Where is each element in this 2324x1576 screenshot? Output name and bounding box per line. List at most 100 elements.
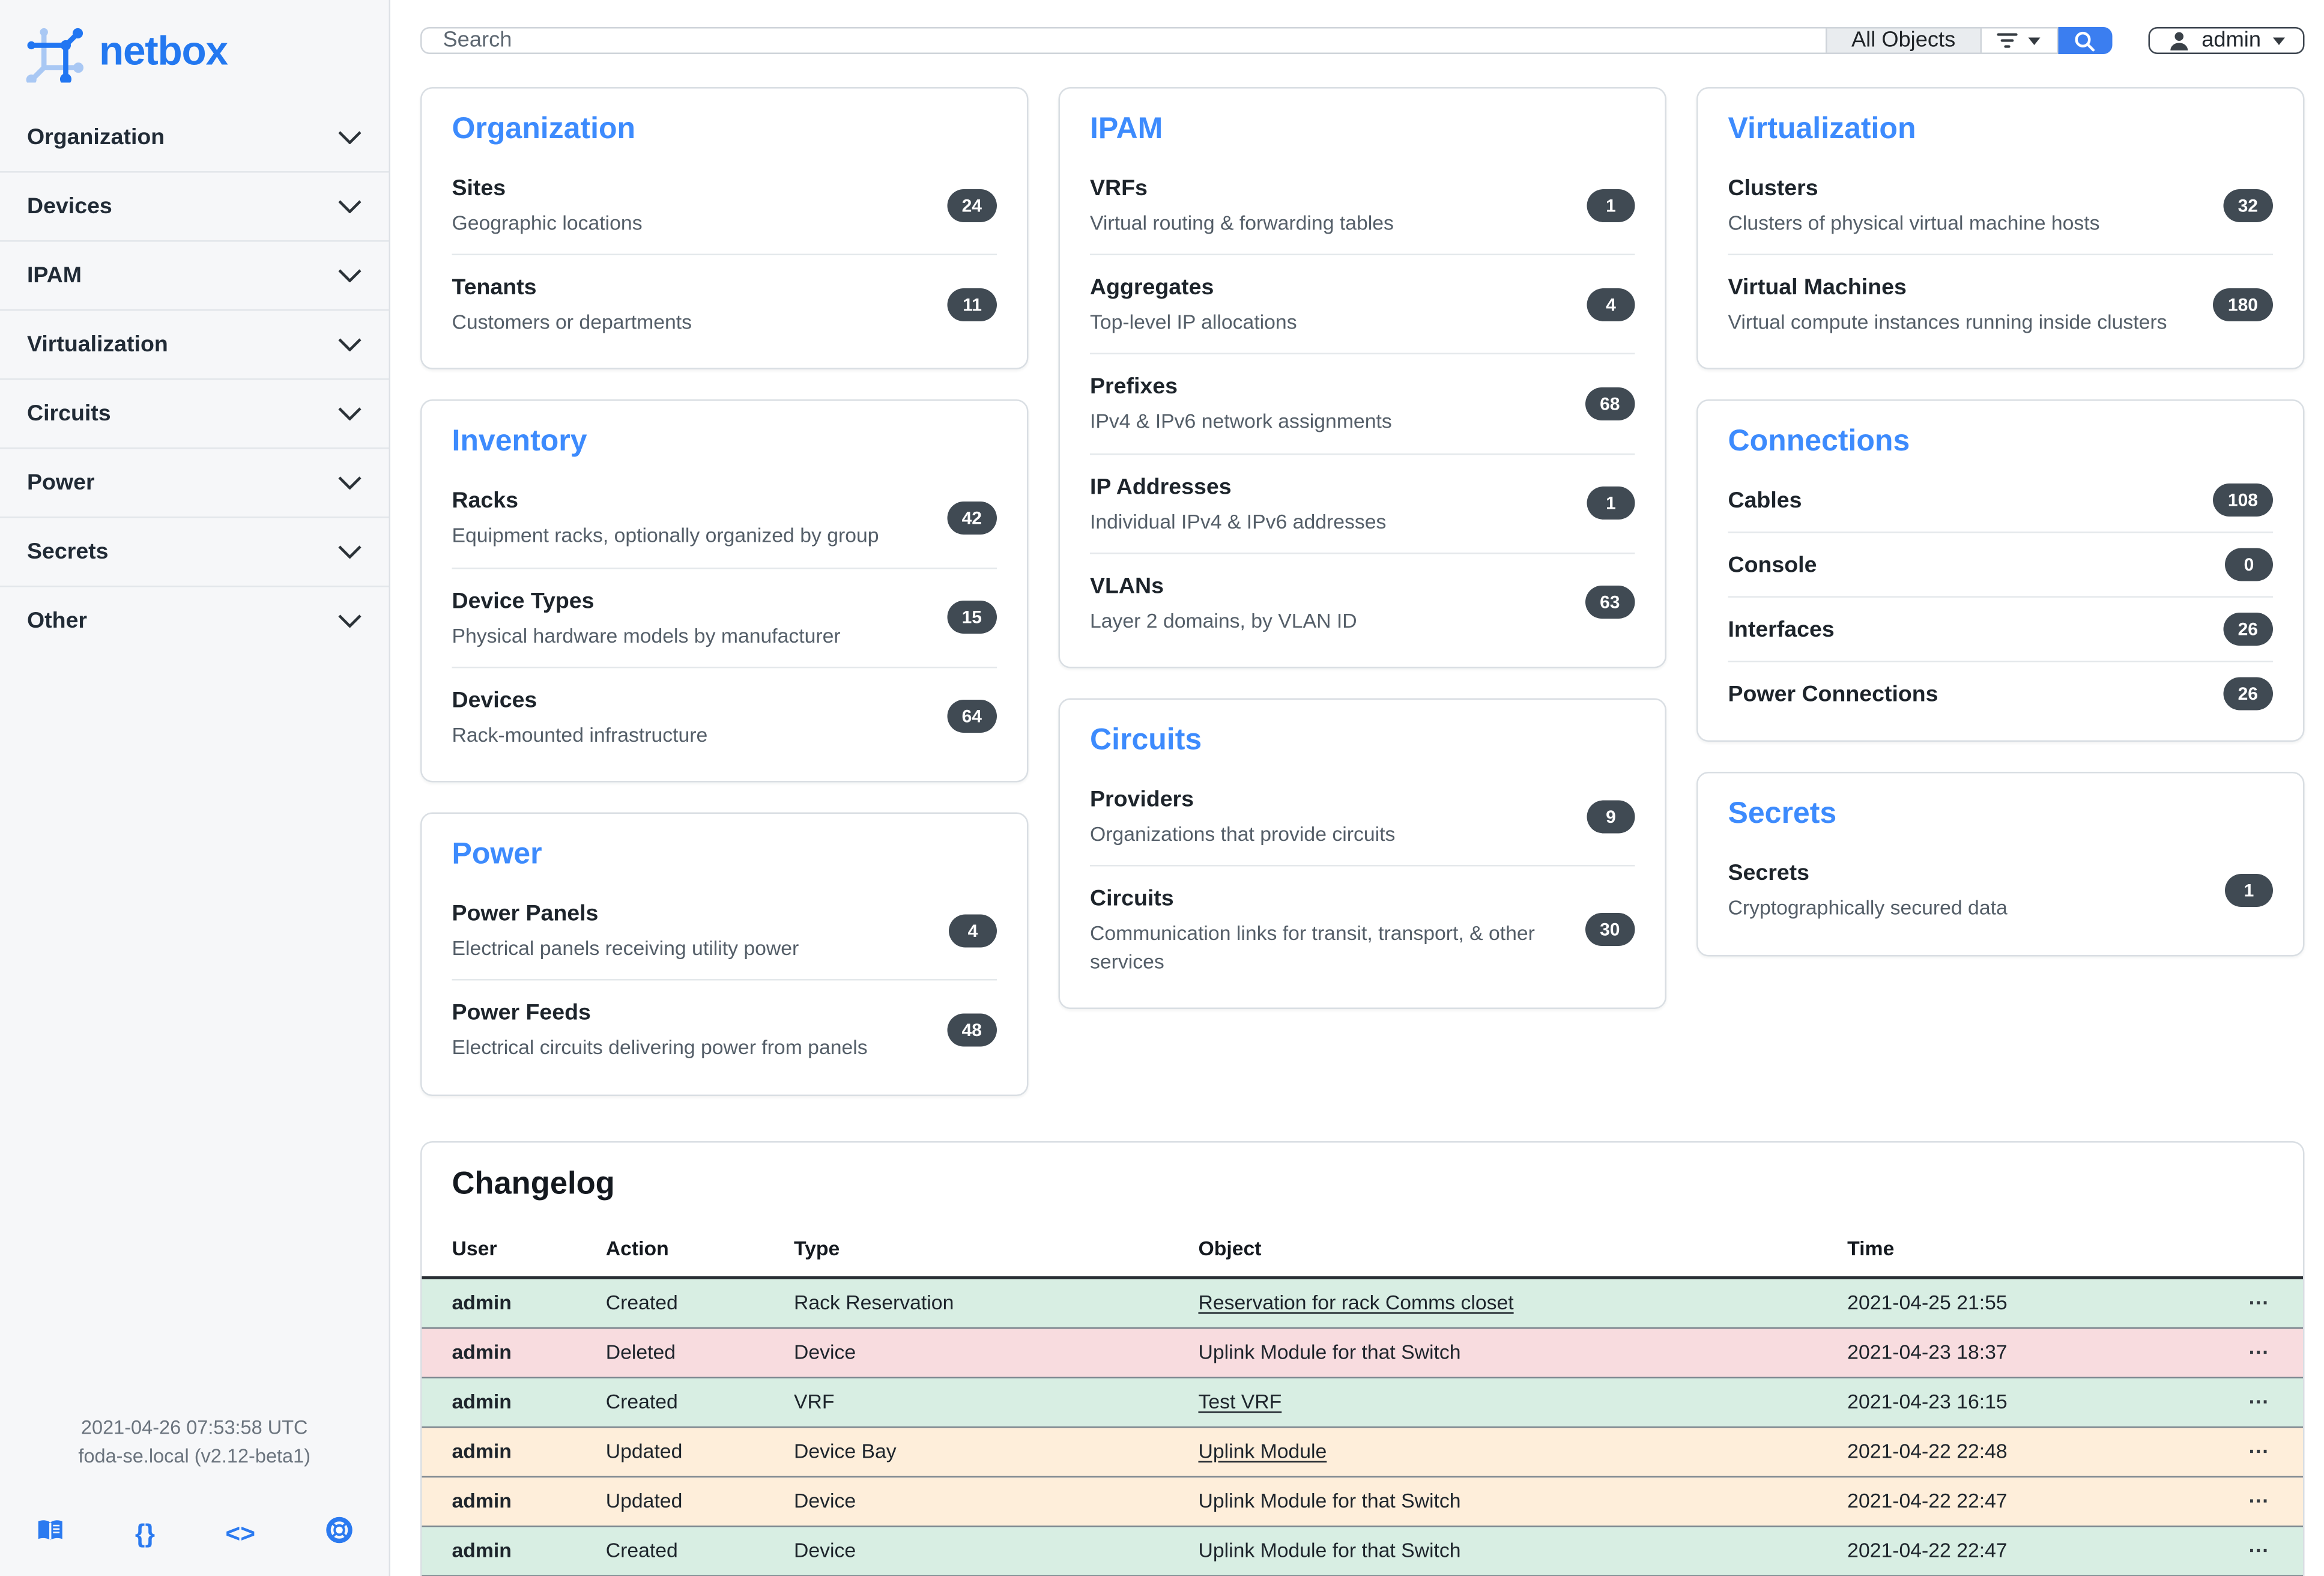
list-item-power-feeds[interactable]: Power Feeds Electrical circuits deliveri… [452,979,997,1079]
sidebar-item-virtualization[interactable]: Virtualization [0,309,389,378]
list-item-aggregates[interactable]: Aggregates Top-level IP allocations 4 [1090,254,1635,354]
sidebar-item-circuits[interactable]: Circuits [0,378,389,447]
search-filter-button[interactable] [1979,27,2058,54]
changelog-panel: Changelog User Action Type Object Time [420,1140,2305,1576]
list-item-ip-addresses[interactable]: IP Addresses Individual IPv4 & IPv6 addr… [1090,453,1635,553]
netbox-logo-icon [26,28,84,83]
cards-column-3: Virtualization Clusters Clusters of phys… [1696,87,2305,1096]
list-item-power-panels[interactable]: Power Panels Electrical panels receiving… [452,882,997,980]
list-item-virtual-machines[interactable]: Virtual Machines Virtual compute instanc… [1728,254,2273,354]
card-title: Connections [1728,425,1910,459]
chevron-down-icon [338,338,362,351]
list-item-devices[interactable]: Devices Rack-mounted infrastructure 64 [452,666,997,766]
code-icon[interactable]: <> [225,1520,256,1549]
row-menu-icon[interactable]: ⋯ [2248,1439,2270,1462]
count-badge: 9 [1587,799,1635,833]
chevron-down-icon [338,545,362,559]
list-item-cables[interactable]: Cables 108 [1728,469,2273,532]
footer-links: {} <> [0,1471,389,1576]
netbox-logo[interactable]: netbox [0,0,389,96]
search-submit-button[interactable] [2057,27,2112,54]
count-badge: 1 [2225,874,2273,908]
list-item-vlans[interactable]: VLANs Layer 2 domains, by VLAN ID 63 [1090,552,1635,652]
count-badge: 26 [2223,677,2273,711]
caret-down-icon [2028,37,2041,44]
object-label: Uplink Module for that Switch [1198,1490,1461,1512]
list-item-vrfs[interactable]: VRFs Virtual routing & forwarding tables… [1090,156,1635,254]
sidebar-item-devices[interactable]: Devices [0,171,389,240]
card-title: IPAM [1090,112,1163,146]
count-badge: 0 [2225,548,2273,582]
card-connections: Connections Cables 108 Console 0 Interfa… [1696,400,2305,743]
sidebar-item-other[interactable]: Other [0,586,389,655]
count-badge: 1 [1587,189,1635,222]
cards-column-1: Organization Sites Geographic locations … [420,87,1029,1096]
row-menu-icon[interactable]: ⋯ [2248,1488,2270,1512]
list-item-prefixes[interactable]: Prefixes IPv4 & IPv6 network assignments… [1090,353,1635,453]
list-item-tenants[interactable]: Tenants Customers or departments 11 [452,254,997,354]
search-input[interactable] [420,27,1826,54]
row-menu-icon[interactable]: ⋯ [2248,1538,2270,1561]
list-item-power-connections[interactable]: Power Connections 26 [1728,661,2273,726]
count-badge: 4 [1587,288,1635,321]
sidebar-item-organization[interactable]: Organization [0,102,389,171]
list-item-interfaces[interactable]: Interfaces 26 [1728,596,2273,662]
object-label: Uplink Module for that Switch [1198,1539,1461,1562]
table-row: admin Created Device Bay Uplink Module 2… [422,1575,2303,1576]
list-item-console[interactable]: Console 0 [1728,532,2273,597]
search-group: All Objects [420,27,2112,54]
list-item-circuits[interactable]: Circuits Communication links for transit… [1090,865,1635,992]
count-badge: 26 [2223,613,2273,647]
changelog-table: User Action Type Object Time admin Creat… [422,1223,2303,1576]
chevron-down-icon [338,269,362,282]
count-badge: 1 [1587,486,1635,520]
main-content: All Objects admin Organization [390,0,2324,1576]
sidebar-item-power[interactable]: Power [0,447,389,517]
object-link[interactable]: Uplink Module [1198,1440,1327,1463]
list-item-sites[interactable]: Sites Geographic locations 24 [452,156,997,254]
row-menu-icon[interactable]: ⋯ [2248,1290,2270,1314]
count-badge: 15 [946,601,997,634]
object-link[interactable]: Test VRF [1198,1390,1282,1413]
count-badge: 63 [1585,586,1635,620]
count-badge: 64 [946,700,997,734]
support-lifebuoy-icon[interactable] [326,1517,353,1555]
object-link[interactable]: Reservation for rack Comms closet [1198,1291,1514,1314]
table-row: admin Created Device Uplink Module for t… [422,1526,2303,1575]
topbar: All Objects admin [420,27,2305,54]
count-badge: 30 [1585,913,1635,947]
card-power: Power Power Panels Electrical panels rec… [420,812,1029,1096]
docs-book-icon[interactable] [36,1517,65,1554]
chevron-down-icon [338,130,362,144]
api-braces-icon[interactable]: {} [135,1520,156,1549]
changelog-header-row: User Action Type Object Time [422,1223,2303,1279]
list-item-providers[interactable]: Providers Organizations that provide cir… [1090,768,1635,865]
list-item-clusters[interactable]: Clusters Clusters of physical virtual ma… [1728,156,2273,254]
list-item-secrets[interactable]: Secrets Cryptographically secured data 1 [1728,841,2273,939]
card-title: Power [452,838,542,871]
row-menu-icon[interactable]: ⋯ [2248,1340,2270,1363]
card-ipam: IPAM VRFs Virtual routing & forwarding t… [1058,87,1666,668]
user-icon [2169,31,2188,50]
count-badge: 42 [946,502,997,535]
search-icon [2075,31,2095,51]
card-title: Secrets [1728,798,1837,831]
table-row: admin Deleted Device Uplink Module for t… [422,1327,2303,1377]
card-organization: Organization Sites Geographic locations … [420,87,1029,371]
chevron-down-icon [338,614,362,628]
sidebar: netbox Organization Devices IPAM Virtual… [0,0,390,1576]
list-item-device-types[interactable]: Device Types Physical hardware models by… [452,567,997,667]
sidebar-item-secrets[interactable]: Secrets [0,517,389,586]
sidebar-item-ipam[interactable]: IPAM [0,240,389,309]
table-row: admin Updated Device Uplink Module for t… [422,1476,2303,1526]
hostname-version: foda-se.local (v2.12-beta1) [78,1444,311,1467]
card-circuits: Circuits Providers Organizations that pr… [1058,698,1666,1009]
column-header-type: Type [769,1223,1175,1279]
list-item-racks[interactable]: Racks Equipment racks, optionally organi… [452,469,997,567]
sidebar-menu: Organization Devices IPAM Virtualization… [0,102,389,655]
row-menu-icon[interactable]: ⋯ [2248,1389,2270,1413]
card-title: Circuits [1090,724,1202,757]
count-badge: 24 [946,189,997,222]
sidebar-footer: 2021-04-26 07:53:58 UTC foda-se.local (v… [0,1415,389,1576]
user-menu-button[interactable]: admin [2147,27,2305,54]
